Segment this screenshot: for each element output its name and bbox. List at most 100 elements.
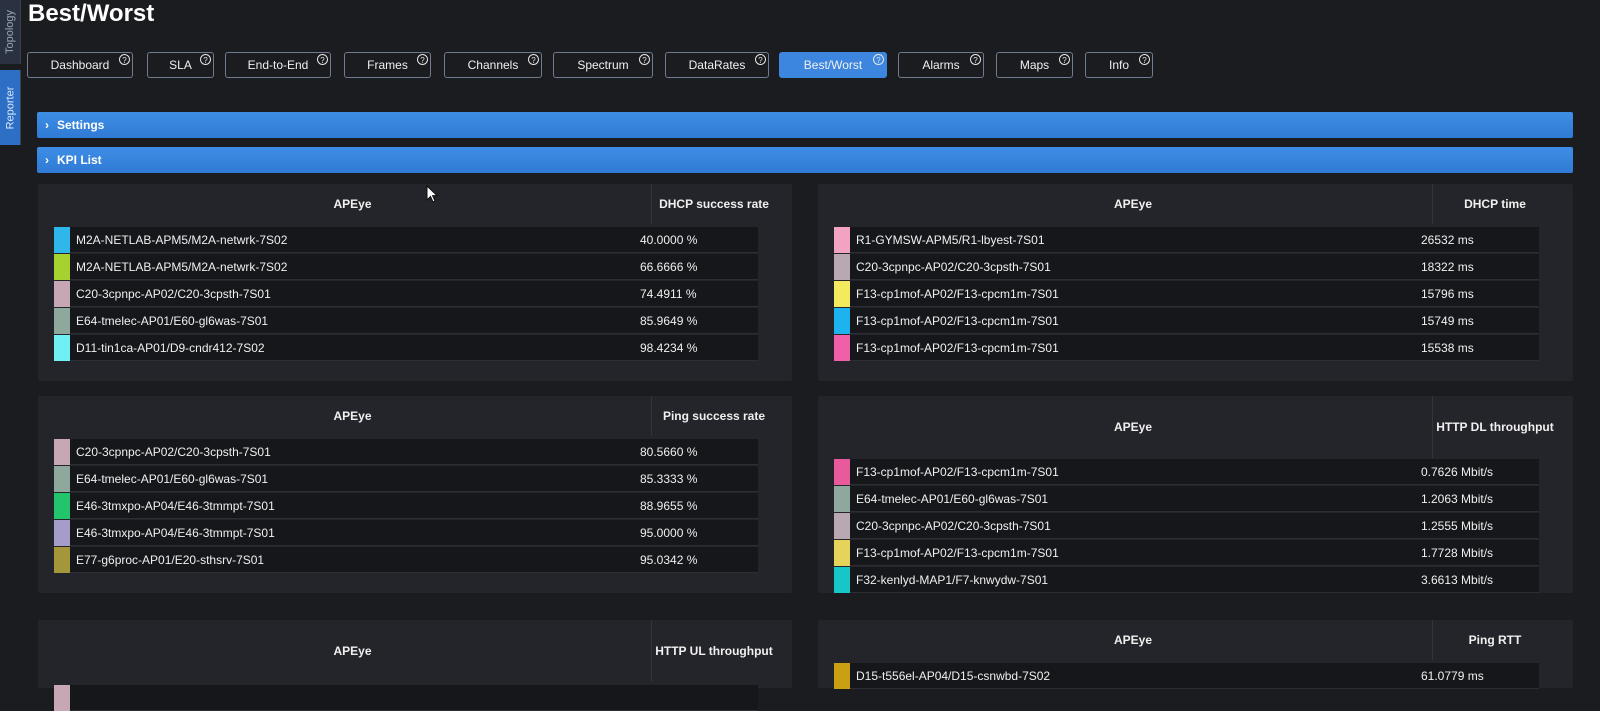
apeye-name: M2A-NETLAB-APM5/M2A-netwrk-7S02: [76, 232, 288, 247]
settings-accordion[interactable]: › Settings: [37, 112, 1573, 138]
table-row[interactable]: D15-t556el-AP04/D15-csnwbd-7S02 61.0779 m…: [834, 662, 1539, 689]
kpi-value: 95.0000 %: [640, 525, 698, 540]
table-row[interactable]: F13-cp1mof-AP02/F13-cpcm1m-7S01 15538 ms: [834, 334, 1539, 361]
apeye-name: F13-cp1mof-AP02/F13-cpcm1m-7S01: [856, 286, 1059, 301]
kpi-list-accordion[interactable]: › KPI List: [37, 147, 1573, 173]
table-header: APEye Ping success rate: [54, 396, 776, 436]
page-title: Best/Worst: [28, 0, 155, 27]
table-row[interactable]: F13-cp1mof-AP02/F13-cpcm1m-7S01 15749 ms: [834, 307, 1539, 334]
tab-sla[interactable]: SLA?: [147, 52, 214, 78]
kpi-value: 1.2063 Mbit/s: [1421, 491, 1494, 506]
table-row[interactable]: E64-tmelec-AP01/E60-gl6was-7S01 1.2063 Mb…: [834, 485, 1539, 512]
table-row[interactable]: F32-kenlyd-MAP1/F7-knwydw-7S01 3.6613 Mbi…: [834, 566, 1539, 593]
color-swatch: [54, 438, 70, 465]
table-row[interactable]: E64-tmelec-AP01/E60-gl6was-7S01 85.3333 %: [54, 465, 758, 492]
kpi-value: 18322 ms: [1421, 259, 1474, 274]
table-row[interactable]: F13-cp1mof-AP02/F13-cpcm1m-7S01 15796 ms: [834, 280, 1539, 307]
apeye-name: F13-cp1mof-AP02/F13-cpcm1m-7S01: [856, 545, 1059, 560]
kpi-value: 85.9649 %: [640, 313, 698, 328]
table-row[interactable]: D11-tin1ca-AP01/D9-cndr412-7S02 98.4234 %: [54, 334, 758, 361]
table-header: APEye HTTP DL throughput: [834, 396, 1557, 458]
kpi-value: 98.4234 %: [640, 340, 698, 355]
table-row[interactable]: R1-GYMSW-APM5/R1-lbyest-7S01 26532 ms: [834, 226, 1539, 253]
kpi-value: 0.7626 Mbit/s: [1421, 464, 1494, 479]
help-icon[interactable]: ?: [417, 54, 428, 65]
table-row[interactable]: [54, 684, 758, 711]
column-header-kpi[interactable]: HTTP DL throughput: [1436, 420, 1554, 434]
column-header-apeye[interactable]: APEye: [834, 620, 1433, 660]
column-header-apeye[interactable]: APEye: [834, 396, 1433, 458]
tab-info[interactable]: Info?: [1085, 52, 1153, 78]
tab-dashboard[interactable]: Dashboard?: [27, 52, 133, 78]
help-icon[interactable]: ?: [639, 54, 650, 65]
help-icon[interactable]: ?: [755, 54, 766, 65]
help-icon[interactable]: ?: [317, 54, 328, 65]
tab-label: Info: [1108, 58, 1129, 72]
help-icon[interactable]: ?: [873, 54, 884, 65]
kpi-value: 1.2555 Mbit/s: [1421, 518, 1494, 533]
table-row[interactable]: C20-3cpnpc-AP02/C20-3cpsth-7S01 18322 ms: [834, 253, 1539, 280]
apeye-name: R1-GYMSW-APM5/R1-lbyest-7S01: [856, 232, 1045, 247]
apeye-name: E64-tmelec-AP01/E60-gl6was-7S01: [76, 313, 269, 328]
help-icon[interactable]: ?: [119, 54, 130, 65]
color-swatch: [834, 226, 850, 253]
tab-label: Best/Worst: [803, 58, 863, 72]
color-swatch: [834, 662, 850, 689]
kpi-value: 80.5660 %: [640, 444, 698, 459]
help-icon[interactable]: ?: [528, 54, 539, 65]
table-row[interactable]: C20-3cpnpc-AP02/C20-3cpsth-7S01 1.2555 Mb…: [834, 512, 1539, 539]
apeye-name: D11-tin1ca-AP01/D9-cndr412-7S02: [76, 340, 265, 355]
column-header-apeye[interactable]: APEye: [834, 184, 1433, 224]
table-row[interactable]: F13-cp1mof-AP02/F13-cpcm1m-7S01 1.7728 Mb…: [834, 539, 1539, 566]
tab-frames[interactable]: Frames?: [344, 52, 431, 78]
table-row[interactable]: C20-3cpnpc-AP02/C20-3cpsth-7S01 74.4911 %: [54, 280, 758, 307]
table-row[interactable]: M2A-NETLAB-APM5/M2A-netwrk-7S02 40.0000 %: [54, 226, 758, 253]
kpi-value: 26532 ms: [1421, 232, 1474, 247]
help-icon[interactable]: ?: [970, 54, 981, 65]
column-header-kpi[interactable]: DHCP time: [1464, 197, 1526, 211]
column-header-kpi[interactable]: DHCP success rate: [659, 197, 769, 211]
color-swatch: [834, 307, 850, 334]
tab-best-worst[interactable]: Best/Worst?: [779, 52, 887, 78]
side-tab-topology[interactable]: Topology: [0, 0, 21, 64]
apeye-name: M2A-NETLAB-APM5/M2A-netwrk-7S02: [76, 259, 288, 274]
column-header-apeye[interactable]: APEye: [54, 396, 652, 436]
column-header-apeye[interactable]: APEye: [54, 620, 652, 682]
chevron-right-icon: ›: [45, 118, 49, 132]
help-icon[interactable]: ?: [200, 54, 211, 65]
apeye-name: C20-3cpnpc-AP02/C20-3cpsth-7S01: [856, 518, 1051, 533]
color-swatch: [54, 492, 70, 519]
table-header: APEye DHCP time: [834, 184, 1557, 224]
table-row[interactable]: C20-3cpnpc-AP02/C20-3cpsth-7S01 80.5660 %: [54, 438, 758, 465]
column-header-kpi[interactable]: Ping RTT: [1468, 633, 1522, 647]
column-header-kpi[interactable]: HTTP UL throughput: [655, 644, 773, 658]
column-header-kpi[interactable]: Ping success rate: [662, 409, 766, 423]
tab-spectrum[interactable]: Spectrum?: [553, 52, 653, 78]
table-row[interactable]: E77-g6proc-AP01/E20-sthsrv-7S01 95.0342 %: [54, 546, 758, 573]
column-header-apeye[interactable]: APEye: [54, 184, 652, 224]
table-row[interactable]: F13-cp1mof-AP02/F13-cpcm1m-7S01 0.7626 Mb…: [834, 458, 1539, 485]
kpi-value: 88.9655 %: [640, 498, 698, 513]
tab-alarms[interactable]: Alarms?: [898, 52, 984, 78]
tab-datarates[interactable]: DataRates?: [665, 52, 769, 78]
table-header: APEye HTTP UL throughput: [54, 620, 776, 682]
table-row[interactable]: E64-tmelec-AP01/E60-gl6was-7S01 85.9649 %: [54, 307, 758, 334]
chevron-right-icon: ›: [45, 153, 49, 167]
color-swatch: [54, 519, 70, 546]
help-icon[interactable]: ?: [1139, 54, 1150, 65]
kpi-value: 66.6666 %: [640, 259, 698, 274]
help-icon[interactable]: ?: [1059, 54, 1070, 65]
table-row[interactable]: E46-3tmxpo-AP04/E46-3tmmpt-7S01 95.0000 %: [54, 519, 758, 546]
tab-end-to-end[interactable]: End-to-End?: [225, 52, 331, 78]
color-swatch: [834, 512, 850, 539]
side-tab-reporter[interactable]: Reporter: [0, 70, 21, 145]
color-swatch: [834, 458, 850, 485]
table-row[interactable]: M2A-NETLAB-APM5/M2A-netwrk-7S02 66.6666 %: [54, 253, 758, 280]
tab-maps[interactable]: Maps?: [996, 52, 1073, 78]
apeye-name: E64-tmelec-AP01/E60-gl6was-7S01: [856, 491, 1049, 506]
color-swatch: [834, 485, 850, 512]
apeye-name: E46-3tmxpo-AP04/E46-3tmmpt-7S01: [76, 525, 275, 540]
apeye-name: F13-cp1mof-AP02/F13-cpcm1m-7S01: [856, 313, 1059, 328]
tab-channels[interactable]: Channels?: [444, 52, 542, 78]
table-row[interactable]: E46-3tmxpo-AP04/E46-3tmmpt-7S01 88.9655 %: [54, 492, 758, 519]
